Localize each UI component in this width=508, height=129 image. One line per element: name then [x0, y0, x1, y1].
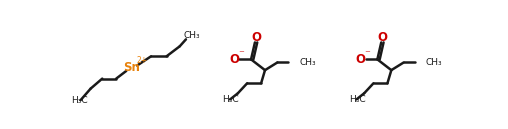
Text: O: O [378, 31, 388, 44]
Text: O: O [251, 31, 262, 44]
Text: CH₃: CH₃ [425, 58, 442, 67]
Text: O: O [229, 53, 239, 66]
Text: H₃C: H₃C [71, 96, 88, 105]
Text: ⁻: ⁻ [364, 49, 370, 59]
Text: O: O [355, 53, 365, 66]
Text: H₃C: H₃C [348, 95, 365, 104]
Text: 2+: 2+ [136, 56, 147, 65]
Text: Sn: Sn [123, 61, 140, 74]
Text: H₃C: H₃C [223, 95, 239, 104]
Text: CH₃: CH₃ [183, 31, 200, 40]
Text: CH₃: CH₃ [299, 58, 316, 67]
Text: ⁻: ⁻ [238, 49, 244, 59]
